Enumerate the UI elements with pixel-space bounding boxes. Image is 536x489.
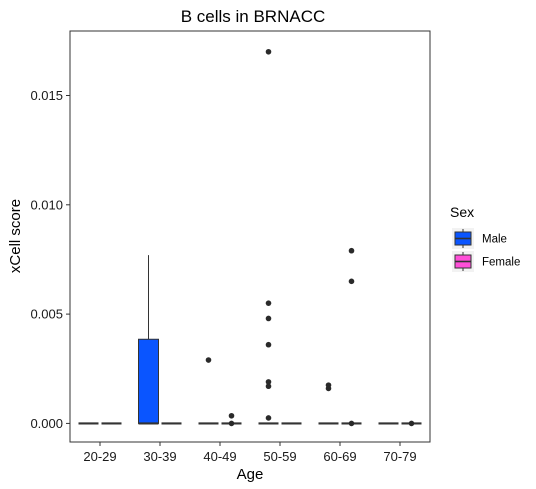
x-tick-label: 70-79: [383, 449, 416, 464]
x-tick-label: 60-69: [323, 449, 356, 464]
outlier-point: [265, 315, 272, 322]
x-tick-label: 40-49: [203, 449, 236, 464]
chart-title: B cells in BRNACC: [181, 7, 326, 26]
plot-panel: [69, 30, 431, 443]
y-tick-label: 0.005: [30, 307, 63, 322]
outlier-point: [265, 300, 272, 306]
x-tick-label: 30-39: [143, 449, 176, 464]
outlier-point: [228, 420, 235, 427]
box-group: [138, 255, 159, 425]
outlier-point: [348, 278, 355, 285]
y-axis: 0.000 0.005 0.010 0.015: [30, 88, 70, 431]
y-axis-title: xCell score: [7, 199, 24, 273]
y-tick-label: 0.000: [30, 416, 63, 431]
legend-label: Male: [482, 234, 507, 246]
x-tick-label: 50-59: [263, 449, 296, 464]
box-group: [401, 420, 422, 427]
x-tick-label: 20-29: [83, 449, 116, 464]
legend-label: Female: [482, 257, 520, 269]
box-group: [341, 247, 362, 427]
box-group: [318, 382, 339, 425]
box-series: [78, 48, 422, 427]
box-group: [258, 48, 279, 425]
y-tick-label: 0.015: [30, 88, 63, 103]
legend: Sex Male Female: [450, 204, 520, 272]
outlier-point: [348, 247, 355, 254]
box-group: [221, 412, 242, 427]
y-tick-label: 0.010: [30, 197, 63, 212]
x-axis-title: Age: [237, 466, 264, 483]
outlier-point: [265, 383, 272, 390]
outlier-point: [265, 341, 272, 348]
outlier-point: [408, 420, 415, 427]
outlier-point: [228, 412, 235, 419]
outlier-point: [348, 420, 355, 427]
box-iqr: [138, 338, 159, 424]
outlier-point: [325, 385, 332, 392]
outlier-point: [205, 357, 212, 363]
legend-title: Sex: [450, 204, 474, 220]
box-group: [198, 357, 219, 425]
outlier-point: [265, 415, 272, 421]
x-axis: 20-29 30-39 40-49 50-59 60-69 70-79: [83, 442, 417, 464]
outlier-point: [265, 379, 272, 385]
outlier-point: [265, 48, 272, 55]
